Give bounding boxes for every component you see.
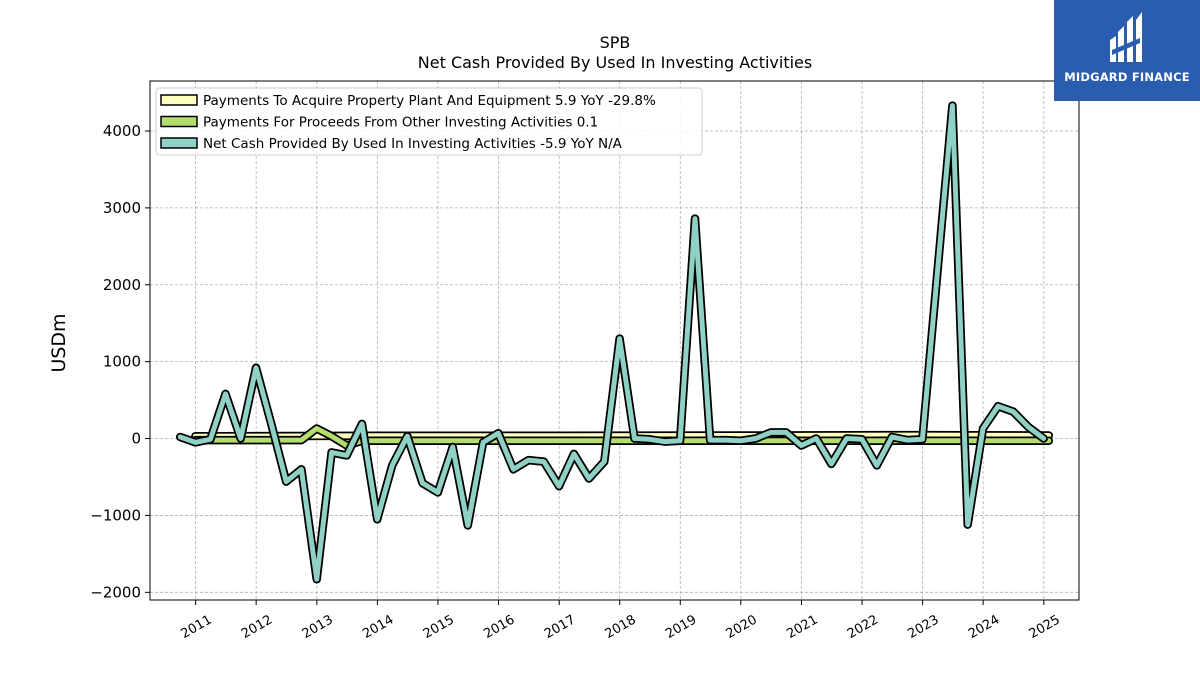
x-axis: 2011 2012 2013 2014 2015 2016 2017 2018 2019 2020…	[178, 600, 1063, 642]
legend-swatch-3	[160, 137, 198, 149]
x-tick-label: 2023	[905, 612, 941, 642]
x-tick-label: 2020	[724, 612, 760, 642]
chart-subtitle: Net Cash Provided By Used In Investing A…	[418, 53, 812, 72]
y-tick-label: 0	[131, 430, 141, 448]
x-tick-label: 2013	[300, 612, 336, 642]
x-tick-label: 2025	[1027, 612, 1063, 642]
logo-text: MIDGARD FINANCE	[1064, 70, 1190, 84]
legend-swatch-1	[160, 94, 198, 106]
y-axis-label: USDm	[48, 313, 70, 372]
y-tick-label: 4000	[103, 122, 141, 140]
x-tick-label: 2022	[845, 612, 881, 642]
legend-box	[155, 87, 703, 156]
x-tick-label: 2014	[360, 612, 396, 642]
y-tick-label: 3000	[103, 199, 141, 217]
midgard-finance-logo: MIDGARD FINANCE	[1054, 0, 1200, 101]
x-tick-label: 2017	[542, 612, 578, 642]
legend-label-1: Payments To Acquire Property Plant And E…	[203, 93, 656, 109]
x-tick-label: 2016	[481, 612, 517, 642]
series-group	[175, 101, 1054, 584]
y-tick-label: 2000	[103, 276, 141, 294]
legend: Payments To Acquire Property Plant And E…	[155, 87, 703, 156]
series-line-3	[177, 103, 1047, 582]
plot-frame	[149, 80, 1080, 601]
grid	[150, 81, 1079, 600]
x-tick-label: 2012	[239, 612, 275, 642]
series-outline-3	[175, 101, 1048, 584]
x-tick-label: 2018	[603, 612, 639, 642]
y-tick-label: −1000	[90, 506, 141, 524]
midgard-logo-icon	[1110, 12, 1142, 62]
x-tick-label: 2011	[178, 612, 214, 642]
chart-title: SPB	[600, 33, 631, 52]
x-tick-label: 2021	[784, 612, 820, 642]
x-tick-label: 2024	[966, 612, 1002, 642]
legend-label-2: Payments For Proceeds From Other Investi…	[203, 115, 598, 131]
legend-swatch-2	[160, 115, 198, 128]
y-axis: −2000 −1000 0 1000 2000 3000 4000	[90, 122, 150, 601]
x-tick-label: 2019	[663, 612, 699, 642]
y-tick-label: −2000	[90, 583, 141, 601]
x-tick-label: 2015	[421, 612, 457, 642]
y-tick-label: 1000	[103, 353, 141, 371]
legend-label-3: Net Cash Provided By Used In Investing A…	[203, 136, 623, 152]
